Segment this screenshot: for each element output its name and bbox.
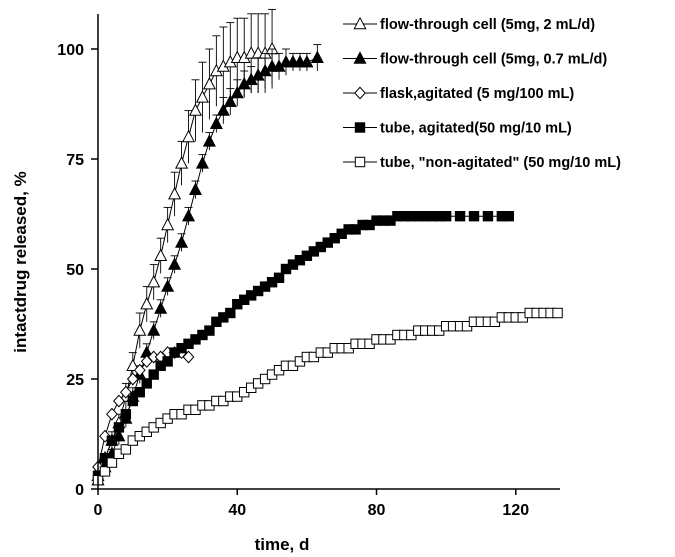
data-point [99, 466, 111, 477]
data-point [127, 395, 139, 407]
x-axis-label: time, d [255, 535, 310, 554]
data-point [230, 85, 244, 99]
data-point [113, 394, 125, 408]
y-axis-label: intactdrug released, % [11, 171, 30, 352]
data-point [148, 369, 159, 380]
data-point [134, 387, 145, 398]
axes: 0 40 80 120 0 25 50 75 100 time, d intactdrug r… [11, 14, 560, 554]
data-point [225, 307, 236, 319]
data-point [195, 156, 209, 169]
legend-entry: flow-through cell (5mg, 0.7 mL/d) [343, 51, 607, 68]
data-point [175, 235, 189, 248]
series-5 [92, 307, 563, 486]
legend-entry: tube, agitated(50 mg/10 mL) [343, 121, 572, 137]
data-point [181, 129, 196, 143]
data-point [552, 307, 563, 319]
y-tick-label: 50 [66, 262, 84, 279]
x-tick-label: 120 [502, 502, 529, 519]
data-point [223, 94, 237, 107]
x-ticks: 0 40 80 120 [94, 489, 529, 519]
x-tick-label: 0 [94, 502, 103, 519]
data-point [120, 444, 132, 455]
data-point [133, 363, 146, 377]
data-point [182, 350, 195, 364]
legend-entry: flask,agitated (5 mg/100 mL) [343, 86, 574, 102]
data-point [216, 103, 230, 116]
legend-label: tube, "non-agitated" (50 mg/10 mL) [380, 155, 621, 171]
series-3 [92, 346, 195, 474]
legend: flow-through cell (5mg, 2 mL/d) flow-thro… [343, 16, 621, 171]
data-point [161, 279, 175, 292]
y-ticks: 0 25 50 75 100 [57, 42, 98, 499]
data-point [147, 274, 161, 288]
series-line [97, 312, 558, 481]
y-tick-label: 25 [66, 372, 84, 389]
data-point [168, 257, 182, 270]
data-point [168, 186, 182, 200]
data-point [300, 54, 314, 68]
data-point [273, 272, 285, 284]
y-tick-label: 100 [57, 42, 84, 59]
legend-entry: flow-through cell (5mg, 2 mL/d) [343, 16, 595, 33]
legend-label: flask,agitated (5 mg/100 mL) [380, 86, 574, 102]
data-point [154, 248, 168, 261]
x-tick-label: 80 [368, 502, 386, 519]
data-point [106, 435, 118, 446]
data-point [202, 76, 216, 90]
data-point [126, 372, 139, 386]
legend-marker [354, 156, 366, 168]
data-point [126, 358, 140, 371]
data-point [113, 422, 125, 433]
legend-marker [354, 86, 366, 100]
data-point [482, 211, 494, 222]
data-point [202, 134, 216, 147]
data-point [119, 385, 132, 399]
data-point [140, 296, 154, 310]
data-point [175, 156, 189, 169]
legend-label: tube, agitated(50 mg/10 mL) [380, 121, 572, 137]
y-tick-label: 75 [66, 152, 84, 169]
legend-label: flow-through cell (5mg, 0.7 mL/d) [380, 52, 607, 68]
plot-area [91, 8, 563, 486]
data-point [468, 211, 480, 222]
y-tick-label: 0 [75, 482, 84, 499]
data-point [141, 378, 152, 389]
legend-marker [353, 16, 367, 30]
data-point [454, 211, 466, 222]
data-point [310, 50, 324, 63]
data-point [106, 457, 118, 468]
data-point [161, 217, 175, 231]
data-point [133, 323, 147, 336]
legend-marker [353, 51, 367, 64]
data-point [209, 116, 223, 129]
data-point [162, 356, 173, 367]
data-point [120, 409, 132, 420]
data-point [147, 323, 161, 336]
data-point [440, 211, 452, 222]
data-point [154, 301, 168, 314]
x-tick-label: 40 [228, 502, 246, 519]
data-point [188, 103, 203, 116]
legend-label: flow-through cell (5mg, 2 mL/d) [380, 17, 595, 33]
data-point [181, 208, 196, 222]
data-point [204, 325, 215, 336]
data-point [188, 182, 203, 195]
data-point [503, 211, 515, 222]
data-point [195, 90, 209, 103]
series-4 [92, 211, 515, 482]
legend-entry: tube, "non-agitated" (50 mg/10 mL) [343, 155, 621, 171]
data-point [106, 407, 118, 421]
legend-marker [354, 122, 366, 133]
